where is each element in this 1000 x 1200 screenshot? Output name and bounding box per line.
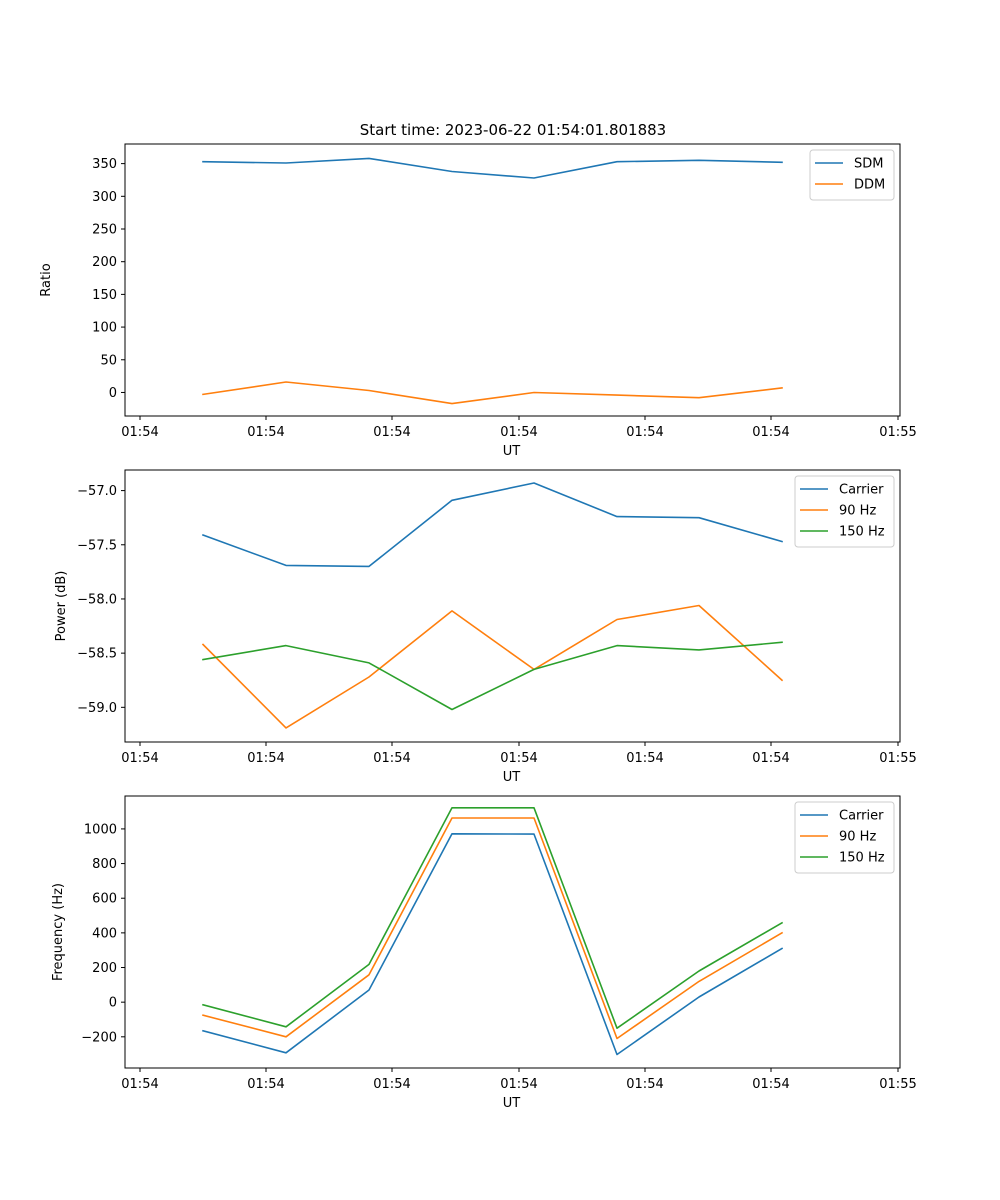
x-tick-label: 01:54 bbox=[500, 425, 537, 440]
y-axis-label: Frequency (Hz) bbox=[51, 883, 66, 981]
y-tick-label: 150 bbox=[92, 288, 117, 303]
x-tick-label: 01:54 bbox=[121, 425, 158, 440]
series-line-90-hz bbox=[202, 817, 784, 1040]
y-tick-label: 800 bbox=[92, 857, 117, 872]
y-tick-label: 600 bbox=[92, 892, 117, 907]
x-tick-label: 01:55 bbox=[879, 1077, 916, 1092]
x-tick-label: 01:54 bbox=[626, 425, 663, 440]
chart-panel-1: 01:54 01:54 01:54 01:54 01:54 01:54 01:55 0 50 10… bbox=[39, 143, 917, 459]
y-tick-label: 350 bbox=[92, 157, 117, 172]
y-tick-label: 0 bbox=[109, 386, 117, 401]
x-tick-label: 01:54 bbox=[500, 751, 537, 766]
x-tick-label: 01:54 bbox=[752, 425, 789, 440]
y-tick-label: 50 bbox=[100, 353, 117, 368]
series-line-carrier bbox=[202, 832, 784, 1056]
legend-label: SDM bbox=[854, 157, 883, 172]
x-tick-label: 01:54 bbox=[500, 1077, 537, 1092]
axes-frame bbox=[124, 469, 901, 743]
legend-label: 150 Hz bbox=[839, 851, 885, 866]
legend: Carrier 90 Hz 150 Hz bbox=[794, 801, 895, 874]
x-tick-label: 01:54 bbox=[373, 1077, 410, 1092]
x-tick-label: 01:55 bbox=[879, 751, 916, 766]
x-tick-label: 01:54 bbox=[626, 1077, 663, 1092]
y-tick-label: −57.5 bbox=[77, 538, 117, 553]
y-tick-label: 300 bbox=[92, 190, 117, 205]
x-tick-label: 01:54 bbox=[373, 751, 410, 766]
x-tick-label: 01:54 bbox=[752, 1077, 789, 1092]
x-tick-label: 01:54 bbox=[752, 751, 789, 766]
x-tick-label: 01:54 bbox=[373, 425, 410, 440]
x-axis-label: UT bbox=[503, 444, 521, 459]
chart-panel-3: 01:54 01:54 01:54 01:54 01:54 01:54 01:55 −200 0… bbox=[51, 795, 917, 1111]
x-tick-label: 01:54 bbox=[247, 751, 284, 766]
x-axis-label: UT bbox=[503, 770, 521, 785]
legend-label: DDM bbox=[854, 178, 885, 193]
legend-box bbox=[794, 475, 895, 548]
y-tick-label: −57.0 bbox=[77, 484, 117, 499]
axes-frame bbox=[124, 795, 901, 1069]
y-tick-label: 400 bbox=[92, 926, 117, 941]
series-line-90-hz bbox=[201, 604, 784, 729]
x-tick-label: 01:54 bbox=[121, 1077, 158, 1092]
chart-panel-2: 01:54 01:54 01:54 01:54 01:54 01:54 01:55 −57.0… bbox=[54, 469, 917, 785]
y-tick-label: −59.0 bbox=[77, 701, 117, 716]
series-line-sdm bbox=[202, 157, 783, 179]
legend-label: Carrier bbox=[839, 483, 884, 498]
legend-label: 90 Hz bbox=[839, 830, 876, 845]
x-axis-label: UT bbox=[503, 1096, 521, 1111]
y-tick-label: 200 bbox=[92, 255, 117, 270]
y-axis-label: Ratio bbox=[39, 263, 54, 296]
x-tick-label: 01:55 bbox=[879, 425, 916, 440]
legend-label: 150 Hz bbox=[839, 525, 885, 540]
series-line-ddm bbox=[202, 381, 783, 405]
legend-label: Carrier bbox=[839, 809, 884, 824]
series-line-150-hz bbox=[202, 806, 784, 1029]
axes-frame bbox=[124, 143, 901, 417]
y-tick-label: 100 bbox=[92, 321, 117, 336]
y-tick-label: 200 bbox=[92, 961, 117, 976]
series-line-carrier bbox=[201, 482, 783, 568]
y-tick-label: 1000 bbox=[84, 822, 117, 837]
x-tick-label: 01:54 bbox=[247, 425, 284, 440]
y-tick-label: −58.5 bbox=[77, 647, 117, 662]
y-tick-label: −200 bbox=[81, 1030, 117, 1045]
series-line-150-hz bbox=[202, 641, 783, 711]
x-tick-label: 01:54 bbox=[121, 751, 158, 766]
y-tick-label: −58.0 bbox=[77, 592, 117, 607]
x-tick-label: 01:54 bbox=[626, 751, 663, 766]
legend: SDM DDM bbox=[809, 149, 895, 201]
y-axis-label: Power (dB) bbox=[54, 571, 69, 642]
legend-label: 90 Hz bbox=[839, 504, 876, 519]
y-tick-label: 0 bbox=[109, 996, 117, 1011]
legend: Carrier 90 Hz 150 Hz bbox=[794, 475, 895, 548]
chart-title: Start time: 2023-06-22 01:54:01.801883 bbox=[360, 121, 666, 139]
x-tick-label: 01:54 bbox=[247, 1077, 284, 1092]
y-tick-label: 250 bbox=[92, 223, 117, 238]
legend-box bbox=[794, 801, 895, 874]
